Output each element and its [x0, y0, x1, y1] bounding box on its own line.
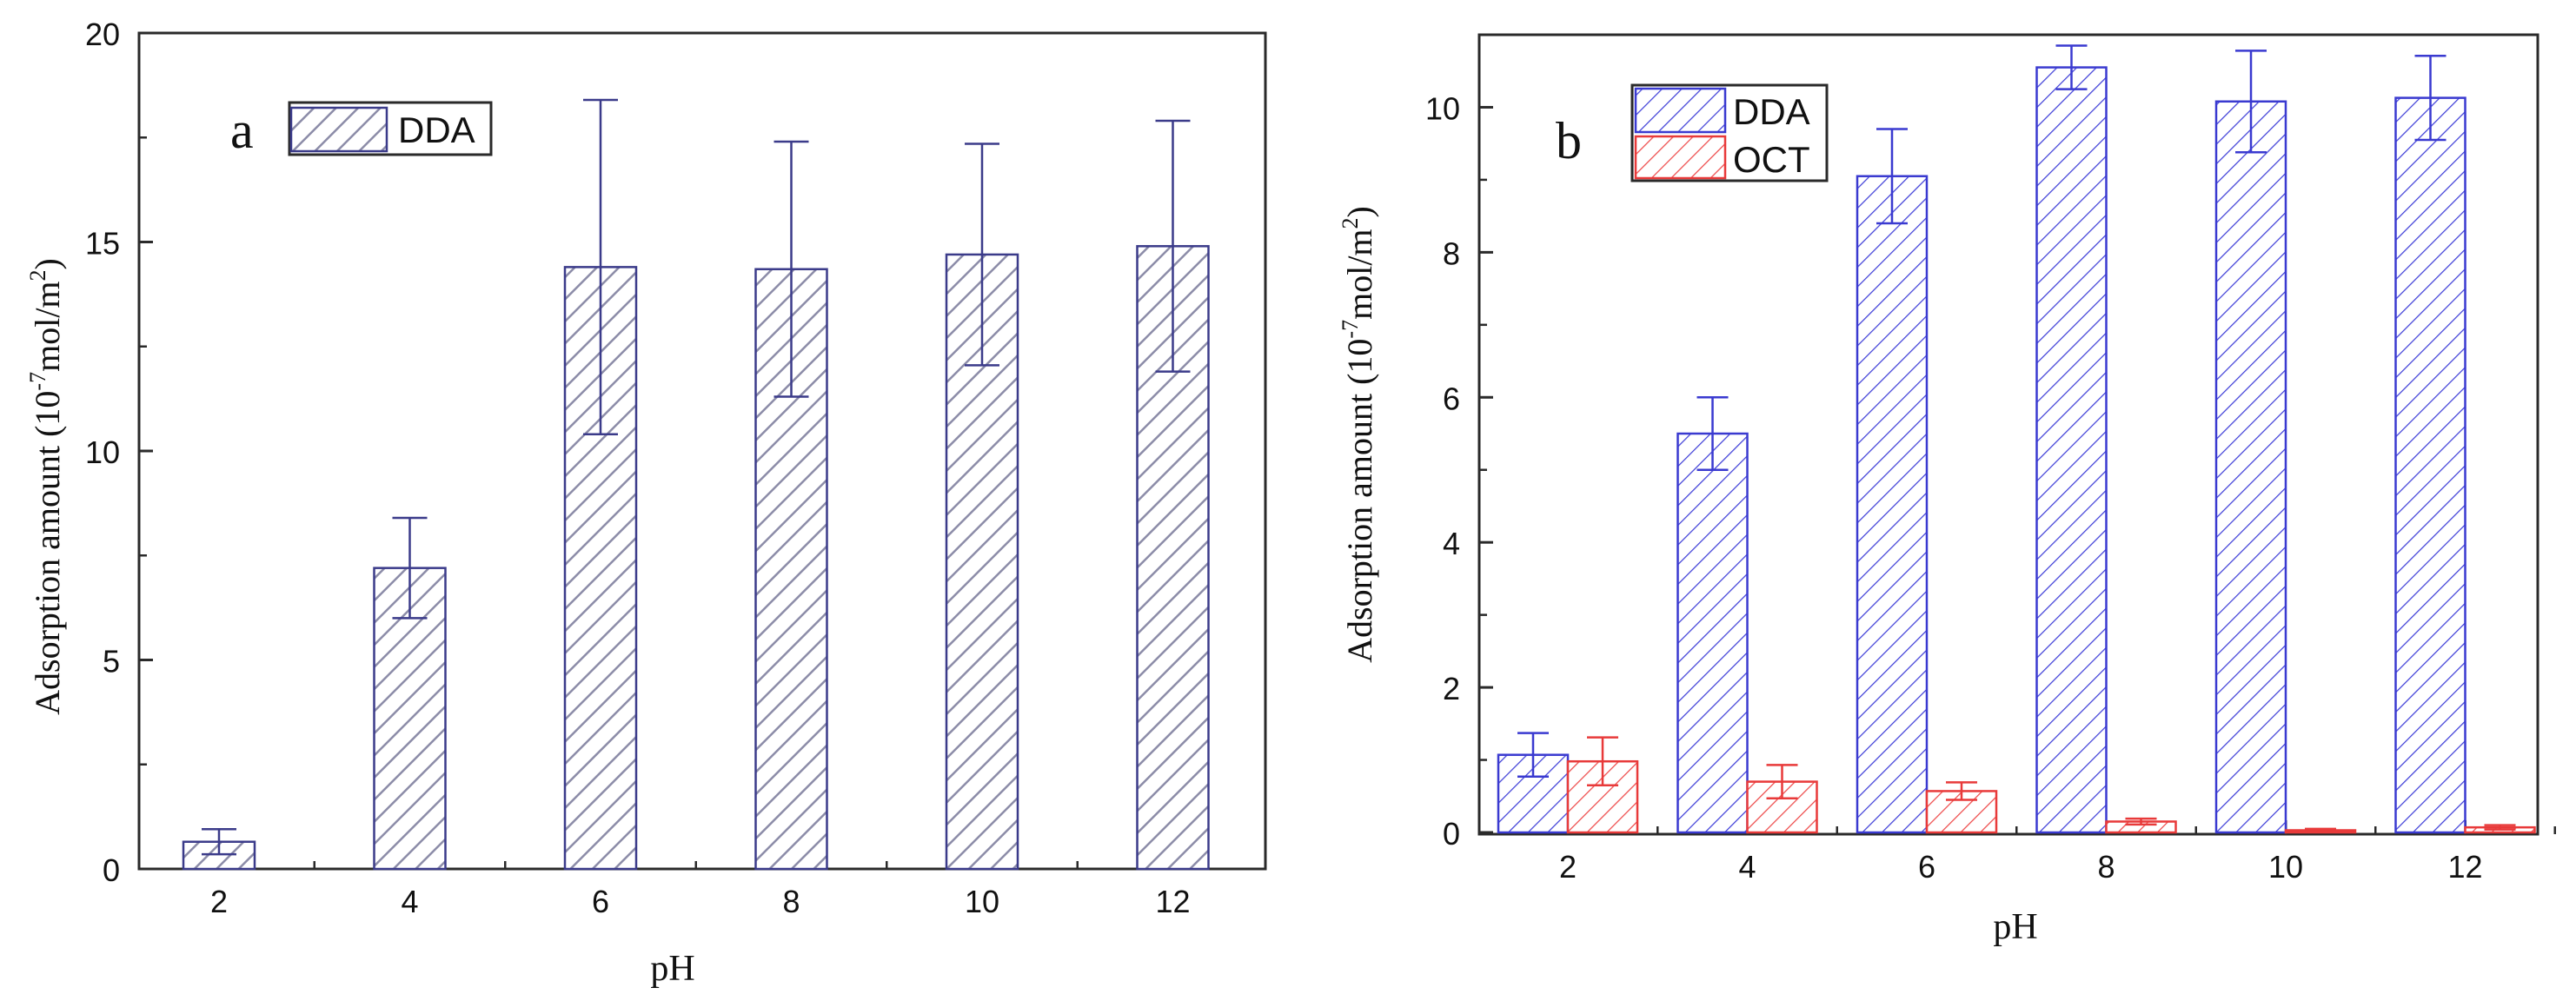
legend-label-dda-a: DDA: [398, 109, 475, 150]
panel-label-b: b: [1556, 112, 1582, 169]
bar: [1676, 432, 1749, 834]
x-tick-label: 4: [401, 884, 418, 919]
y-tick-label: 0: [103, 852, 120, 888]
x-axis-title-a: pH: [650, 949, 694, 989]
y-tick-label: 10: [85, 434, 120, 470]
legend-swatch-dda-a: [289, 106, 388, 153]
bar: [2035, 66, 2108, 834]
x-tick-label: 10: [2268, 849, 2303, 885]
legend-swatch-oct-b: [1634, 135, 1727, 180]
bar: [1856, 175, 1929, 834]
y-tick-label: 2: [1443, 671, 1460, 706]
bars-b: [1497, 66, 2536, 834]
y-tick-label: 0: [1443, 816, 1460, 852]
y-tick-label: 15: [85, 226, 120, 262]
y-tick-label: 10: [1425, 90, 1460, 126]
x-axis-ticks-a: 2 4 6 8 10 12: [210, 855, 1191, 919]
y-tick-label: 4: [1443, 526, 1460, 561]
error-bars-a: [202, 98, 1191, 856]
plot-frame-a: [137, 31, 1267, 871]
y-axis-ticks-b: 0 2 4 6 8 10: [1425, 90, 1493, 852]
bar: [945, 253, 1019, 871]
legend-swatch-dda-b: [1634, 87, 1727, 134]
error-bars-b: [1517, 44, 2516, 833]
y-tick-label: 6: [1443, 381, 1460, 416]
bar: [754, 268, 828, 871]
legend-label-dda-b: DDA: [1733, 91, 1810, 132]
legend-label-oct-b: OCT: [1733, 139, 1810, 180]
y-axis-title-b: Adsorption amount (10-7mol/m2): [1338, 206, 1379, 663]
y-axis-ticks-a: 0 5 10 15 20: [85, 17, 153, 888]
y-tick-label: 8: [1443, 235, 1460, 271]
x-tick-label: 2: [210, 884, 228, 919]
legend-b: DDA OCT: [1630, 83, 1829, 182]
panel-label-a: a: [230, 102, 254, 159]
bars-a: [182, 245, 1210, 871]
x-tick-label: 6: [592, 884, 609, 919]
y-axis-title-a: Adsorption amount (10-7mol/m2): [25, 258, 67, 715]
x-axis-ticks-b: 2 4 6 8 10 12: [1559, 820, 2556, 885]
y-tick-label: 20: [85, 17, 120, 52]
legend-a: DDA: [288, 101, 493, 156]
bar: [2394, 96, 2466, 834]
y-tick-label: 5: [103, 644, 120, 679]
x-tick-label: 12: [1155, 884, 1190, 919]
x-tick-label: 2: [1559, 849, 1577, 885]
x-tick-label: 8: [782, 884, 800, 919]
chart-panel-a: 0 5 10 15 20 2 4 6 8 10 12 a DDA pH Adsorption am…: [25, 17, 1267, 989]
x-tick-label: 6: [1918, 849, 1935, 885]
plot-frame-b: [1477, 33, 2539, 836]
chart-panel-b: 0 2 4 6 8 10 2 4 6 8 10 12 b DDA OCT pH Adsorption…: [1338, 33, 2556, 947]
x-tick-label: 10: [965, 884, 999, 919]
bar: [2214, 100, 2287, 834]
x-axis-title-b: pH: [1993, 907, 2037, 947]
x-tick-label: 8: [2097, 849, 2115, 885]
x-tick-label: 12: [2447, 849, 2482, 885]
x-tick-label: 4: [1738, 849, 1756, 885]
